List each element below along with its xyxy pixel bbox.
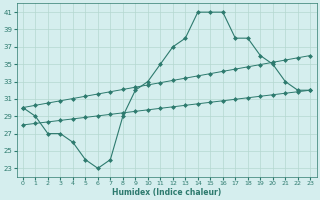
X-axis label: Humidex (Indice chaleur): Humidex (Indice chaleur) — [112, 188, 221, 197]
